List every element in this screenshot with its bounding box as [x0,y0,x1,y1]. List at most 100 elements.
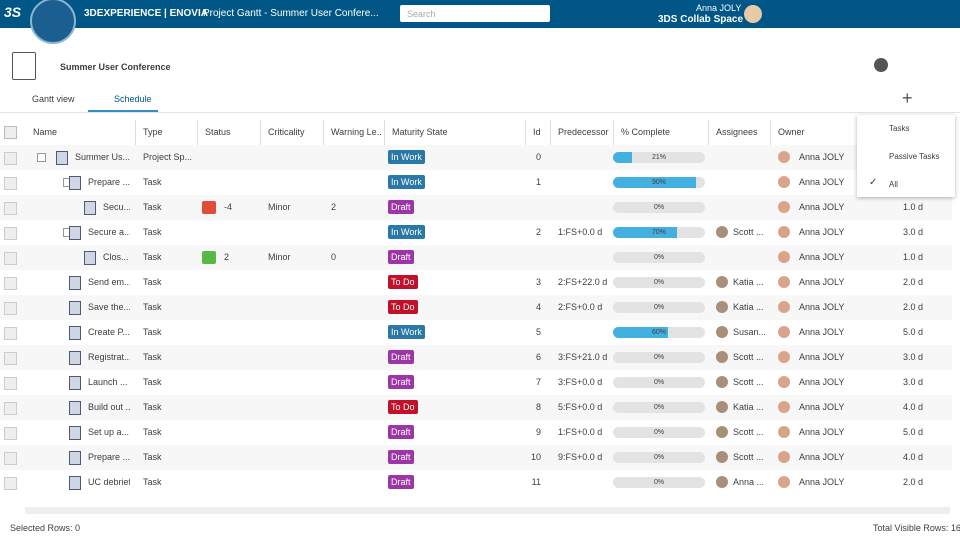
scrollbar[interactable] [25,507,950,514]
task-type: Task [143,352,162,362]
assignee: Susan... [733,327,767,337]
checkbox[interactable] [4,402,17,415]
task-type: Project Sp... [143,152,193,162]
progress-label: 0% [653,354,665,361]
compass[interactable] [30,0,76,44]
task-name[interactable]: Summer Us... [75,152,130,162]
owner: Anna JOLY [799,477,845,487]
task-type: Task [143,452,162,462]
task-name[interactable]: Prepare ... [88,452,130,462]
task-name[interactable]: Secure a... [88,227,130,237]
info-icon[interactable] [874,58,888,72]
task-type: Task [143,377,162,387]
task-id: 7 [535,377,541,387]
owner-avatar [778,426,790,438]
task-icon [69,176,81,190]
owner: Anna JOLY [799,352,845,362]
task-name[interactable]: Registrat... [88,352,130,362]
checkbox[interactable] [4,352,17,365]
duration: 3.0 d [903,352,924,362]
tab-underline [88,110,158,112]
task-name[interactable]: Send em... [88,277,130,287]
menu-item[interactable]: All [889,180,898,189]
menu-item[interactable]: Tasks [889,124,910,133]
owner: Anna JOLY [799,402,845,412]
owner: Anna JOLY [799,427,845,437]
task-name[interactable]: Build out ... [88,402,130,412]
task-id: 2 [535,227,541,237]
add-button[interactable]: + [902,88,913,108]
task-name[interactable]: Launch ... [88,377,128,387]
task-id: 6 [535,352,541,362]
duration: 1.0 d [903,252,924,262]
task-name[interactable]: Prepare ... [88,177,130,187]
task-name[interactable]: Save the... [88,302,130,312]
duration: 3.0 d [903,227,924,237]
row: Build out ... Task To Do 8 5:FS+0.0 d 0% Katia… [0,395,952,420]
progress-track: 0% [613,377,705,388]
checkbox[interactable] [4,327,17,340]
column-header: Criticality [268,127,305,137]
assignee-avatar [716,301,728,313]
avatar[interactable] [744,5,762,23]
project-icon [12,52,36,80]
progress-track: 90% [613,177,705,188]
task-id: 5 [535,327,541,337]
checkbox[interactable] [4,377,17,390]
progress-track: 0% [613,277,705,288]
predecessor: 1:FS+0.0 d [558,427,603,437]
progress-label: 0% [653,429,665,436]
checkbox[interactable] [4,277,17,290]
assignee-avatar [716,226,728,238]
assignee: Katia ... [733,302,764,312]
task-type: Task [143,477,162,487]
checkbox[interactable] [4,252,17,265]
column-header: Id [533,127,541,137]
state-badge: In Work [388,225,425,239]
task-icon [69,351,81,365]
search-box[interactable]: Search [400,5,550,22]
tab-active[interactable]: Schedule [114,94,152,104]
predecessor: 3:FS+0.0 d [558,377,603,387]
checkbox[interactable] [4,427,17,440]
column-divider [708,120,709,145]
checkbox[interactable] [4,152,17,165]
checkbox[interactable] [4,452,17,465]
progress-track: 21% [613,152,705,163]
owner-avatar [778,376,790,388]
assignee: Scott ... [733,427,764,437]
menu-item[interactable]: Passive Tasks [889,152,940,161]
tab[interactable]: Gantt view [32,94,75,104]
checkbox[interactable] [4,177,17,190]
task-icon [69,276,81,290]
row: Send em... Task To Do 3 2:FS+22.0 d 0% Katia .… [0,270,952,295]
checkbox[interactable] [4,126,17,139]
task-name[interactable]: Set up a... [88,427,130,437]
column-header: Assignees [716,127,758,137]
checkbox[interactable] [4,202,17,215]
assignee-avatar [716,476,728,488]
column-header: Warning Le... [331,127,382,137]
progress-track: 0% [613,202,705,213]
task-icon [69,226,81,240]
task-name[interactable]: Create P... [88,327,130,337]
task-name[interactable]: Secu... [103,202,130,212]
progress-label: 90% [651,179,666,186]
criticality: Minor [268,252,291,262]
state-badge: Draft [388,200,414,214]
progress-track: 0% [613,452,705,463]
task-name[interactable]: Clos... [103,252,129,262]
checkbox[interactable] [4,302,17,315]
app-title[interactable]: Project Gantt - Summer User Confere... [203,8,379,19]
row: Save the... Task To Do 4 2:FS+0.0 d 0% Katia .… [0,295,952,320]
owner: Anna JOLY [799,452,845,462]
progress-label: 0% [653,454,665,461]
checkbox[interactable] [4,227,17,240]
duration: 3.0 d [903,377,924,387]
progress-label: 0% [653,379,665,386]
column-header: Name [33,127,58,137]
task-name[interactable]: UC debrief [88,477,130,487]
checkbox[interactable] [4,477,17,490]
assignee: Scott ... [733,452,764,462]
expand-toggle[interactable] [37,153,46,162]
